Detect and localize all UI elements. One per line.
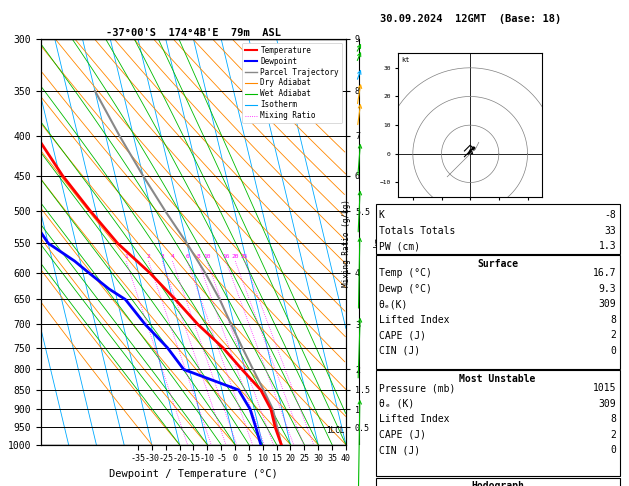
Text: 33: 33 [604,226,616,236]
Text: 309: 309 [599,399,616,409]
Text: CIN (J): CIN (J) [379,346,420,356]
Text: 2: 2 [611,430,616,440]
Text: 3: 3 [160,254,164,259]
Text: 20: 20 [231,254,239,259]
Text: 10: 10 [203,254,211,259]
Text: Most Unstable: Most Unstable [459,374,536,384]
Text: Surface: Surface [477,259,518,269]
Text: -8: -8 [604,210,616,220]
Legend: Temperature, Dewpoint, Parcel Trajectory, Dry Adiabat, Wet Adiabat, Isotherm, Mi: Temperature, Dewpoint, Parcel Trajectory… [242,43,342,123]
Text: CAPE (J): CAPE (J) [379,330,426,340]
Text: 2: 2 [611,330,616,340]
Text: K: K [379,210,384,220]
Text: 8: 8 [611,315,616,325]
Text: Temp (°C): Temp (°C) [379,268,431,278]
Text: 309: 309 [599,299,616,309]
Text: 0: 0 [611,346,616,356]
Text: 1LCL: 1LCL [326,426,345,435]
Text: Pressure (mb): Pressure (mb) [379,383,455,393]
Text: Mixing Ratio (g/kg): Mixing Ratio (g/kg) [342,199,351,287]
Text: kt: kt [401,57,410,63]
Text: 30.09.2024  12GMT  (Base: 18): 30.09.2024 12GMT (Base: 18) [380,14,561,24]
Text: 8: 8 [196,254,200,259]
Text: Totals Totals: Totals Totals [379,226,455,236]
Text: 6: 6 [186,254,189,259]
Text: PW (cm): PW (cm) [379,241,420,251]
Text: θₑ (K): θₑ (K) [379,399,414,409]
Text: θₑ(K): θₑ(K) [379,299,408,309]
Text: CIN (J): CIN (J) [379,446,420,455]
X-axis label: Dewpoint / Temperature (°C): Dewpoint / Temperature (°C) [109,469,278,479]
Text: Lifted Index: Lifted Index [379,415,449,424]
Text: 16.7: 16.7 [593,268,616,278]
Text: 8: 8 [611,415,616,424]
Text: Dewp (°C): Dewp (°C) [379,284,431,294]
Text: Lifted Index: Lifted Index [379,315,449,325]
Text: Hodograph: Hodograph [471,481,524,486]
Text: 1: 1 [125,254,128,259]
Text: 25: 25 [241,254,248,259]
Text: 1.3: 1.3 [599,241,616,251]
Title: -37°00'S  174°4B'E  79m  ASL: -37°00'S 174°4B'E 79m ASL [106,28,281,38]
Text: © weatheronline.co.uk: © weatheronline.co.uk [418,470,523,479]
Text: 0: 0 [611,446,616,455]
Text: 1015: 1015 [593,383,616,393]
Text: CAPE (J): CAPE (J) [379,430,426,440]
Text: 4: 4 [170,254,174,259]
Y-axis label: hPa: hPa [0,233,2,251]
Text: 16: 16 [222,254,230,259]
Text: 9.3: 9.3 [599,284,616,294]
Text: 2: 2 [147,254,150,259]
Y-axis label: km
ASL: km ASL [373,234,392,249]
